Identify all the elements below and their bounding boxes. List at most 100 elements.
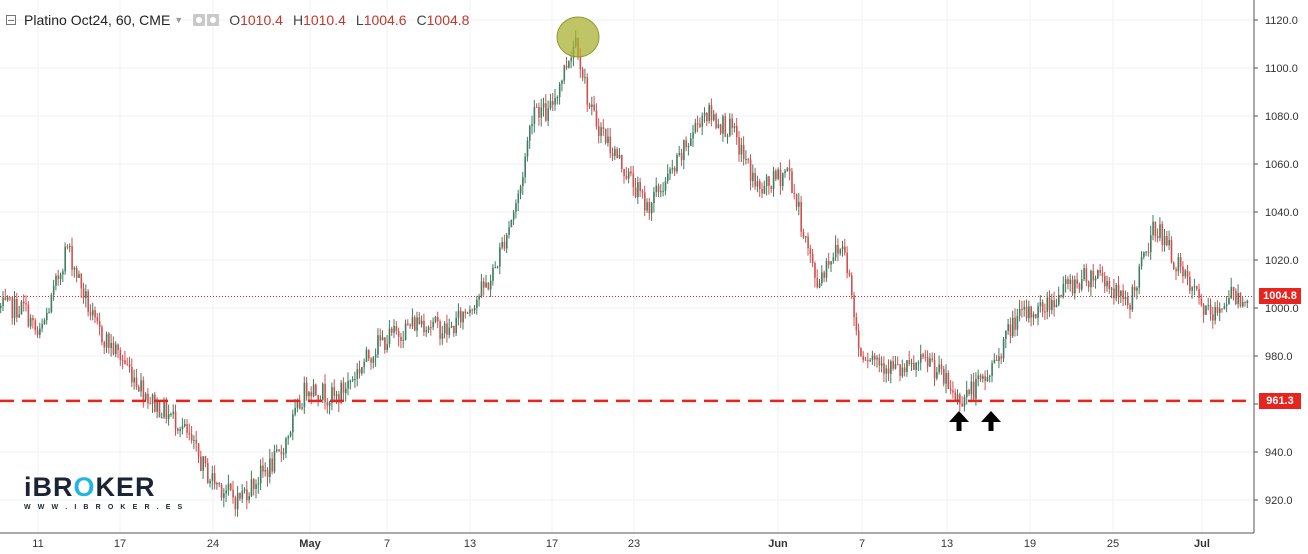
- candle-body: [1179, 257, 1182, 267]
- candle-body: [437, 316, 439, 322]
- candle-body: [968, 390, 970, 395]
- candle-body: [75, 267, 78, 278]
- candle-body: [248, 496, 250, 501]
- candle-body: [726, 135, 729, 137]
- candle-body: [1097, 270, 1099, 279]
- candle-body: [312, 384, 315, 397]
- collapse-icon[interactable]: [6, 15, 16, 25]
- candle-body: [29, 317, 32, 327]
- candle-body: [1133, 286, 1136, 291]
- candle-body: [1060, 294, 1062, 297]
- candle-body: [982, 376, 984, 379]
- candle-body: [1028, 306, 1030, 319]
- low-value: 1004.6: [363, 12, 407, 28]
- candle-body: [655, 185, 658, 193]
- candle-body: [703, 112, 706, 116]
- candle-body: [880, 363, 883, 366]
- candle-body: [860, 348, 862, 357]
- candle-body: [450, 325, 453, 328]
- candle-body: [232, 489, 234, 498]
- candle-body: [754, 172, 756, 187]
- candle-body: [322, 383, 324, 400]
- candle-body: [1058, 294, 1060, 305]
- symbol-title[interactable]: Platino Oct24, 60, CME: [24, 12, 171, 28]
- candle-body: [393, 326, 395, 333]
- candle-body: [1037, 306, 1039, 318]
- candle-body: [430, 327, 432, 329]
- candle-body: [680, 152, 683, 160]
- candle-body: [338, 394, 340, 403]
- candle-body: [340, 382, 342, 403]
- candle-body: [690, 138, 692, 146]
- candle-body: [328, 402, 331, 406]
- candle-body: [710, 105, 713, 121]
- candle-body: [197, 443, 200, 457]
- candle-body: [763, 185, 766, 194]
- candle-body: [370, 358, 372, 363]
- candle-body: [600, 127, 602, 136]
- candle-body: [227, 483, 230, 491]
- candle-body: [347, 380, 349, 389]
- candle-body: [250, 479, 253, 497]
- candle-body: [361, 367, 363, 374]
- price-tick-label: 1120.0: [1265, 15, 1298, 27]
- candle-body: [979, 375, 982, 379]
- candle-body: [554, 98, 556, 105]
- candle-body: [308, 392, 310, 397]
- candle-body: [455, 317, 457, 334]
- candle-body: [903, 367, 906, 372]
- candle-body: [310, 392, 313, 397]
- chevron-down-icon[interactable]: ▼: [174, 15, 184, 25]
- candle-body: [57, 275, 60, 280]
- candle-body: [443, 323, 446, 334]
- candle-body: [271, 458, 273, 472]
- candle-body: [759, 181, 761, 190]
- candle-body: [1016, 315, 1019, 330]
- candle-body: [839, 249, 842, 254]
- candle-body: [908, 360, 911, 364]
- candle-body: [324, 383, 326, 403]
- candle-body: [588, 104, 591, 107]
- candle-body: [48, 312, 50, 314]
- candle-body: [154, 394, 156, 412]
- candle-body: [464, 311, 467, 314]
- candle-body: [906, 360, 908, 372]
- candle-body: [708, 105, 710, 121]
- candle-body: [685, 140, 687, 148]
- candle-body: [678, 152, 681, 156]
- candle-body: [788, 168, 791, 172]
- candle-body: [1196, 286, 1198, 290]
- candle-body: [1216, 307, 1219, 313]
- candle-body: [98, 321, 101, 328]
- candle-body: [724, 116, 727, 137]
- candle-body: [535, 106, 538, 108]
- candle-body: [1159, 224, 1161, 238]
- candle-body: [363, 361, 365, 368]
- candle-body: [1014, 317, 1016, 330]
- candle-body: [165, 400, 168, 419]
- candle-body: [356, 369, 359, 379]
- candle-body: [874, 355, 876, 360]
- candle-body: [1099, 270, 1101, 273]
- candle-body: [853, 295, 855, 318]
- candle-body: [814, 263, 816, 278]
- candle-body: [345, 388, 347, 393]
- candle-body: [110, 342, 112, 348]
- candle-body: [807, 236, 809, 249]
- candle-body: [1230, 286, 1233, 299]
- settings-icon[interactable]: [207, 14, 220, 26]
- candle-body: [945, 373, 947, 384]
- candle-body: [970, 381, 973, 395]
- visibility-icon[interactable]: [193, 14, 206, 26]
- candle-body: [315, 384, 317, 396]
- candle-body: [943, 368, 945, 384]
- candle-body: [795, 194, 798, 207]
- candle-body: [844, 246, 846, 253]
- candle-body: [64, 246, 66, 272]
- candle-body: [4, 297, 7, 301]
- candle-body: [1023, 306, 1026, 310]
- candle-body: [259, 465, 262, 484]
- candle-body: [1156, 236, 1159, 238]
- candle-body: [147, 393, 149, 404]
